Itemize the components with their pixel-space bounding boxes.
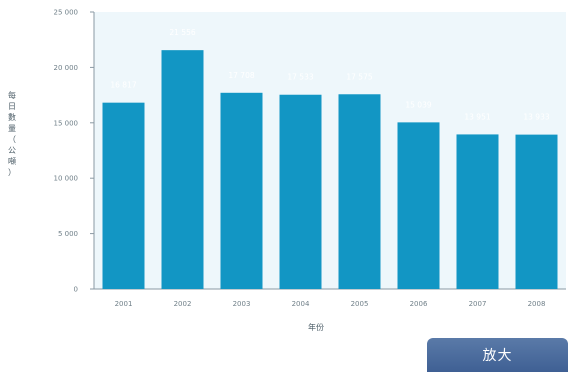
y-axis-title-char: （ [8,135,16,144]
value-label-2004: 17 533 [287,73,313,82]
value-label-2003: 17 708 [228,71,254,80]
value-label-2005: 17 575 [346,72,372,81]
bars [102,50,558,290]
x-tick-label-2001: 2001 [115,300,133,308]
value-labels: 16 817 21 556 17 708 17 533 17 575 15 039 13 9… [110,28,549,121]
y-axis-title-char: 公 [8,146,16,155]
y-tick-label: 25 000 [54,9,79,17]
y-tick-label: 15 000 [54,119,79,127]
bar-2002 [161,50,204,290]
x-tick-label-2006: 2006 [410,300,428,308]
bar-2005 [338,94,381,289]
value-label-2001: 16 817 [110,81,136,90]
zoom-button[interactable]: 放大 [427,338,568,372]
x-tick-label-2004: 2004 [292,300,310,308]
y-axis-title-char: 數 [8,112,16,122]
y-axis-title-char: ） [8,168,16,177]
y-axis: 0 5 000 10 000 15 000 20 000 25 000 [54,9,95,294]
x-axis: 2001 2002 2003 2004 2005 2006 2007 2008 [94,288,566,308]
bar-2001 [102,102,145,290]
x-tick-label-2005: 2005 [351,300,369,308]
y-tick-label: 10 000 [54,175,79,183]
y-tick-label: 5 000 [58,230,78,238]
y-axis-title-char: 量 [8,124,16,133]
y-axis-title-char: 每 [8,90,16,100]
bar-2007 [456,134,499,289]
bar-2003 [220,92,263,290]
x-tick-label-2002: 2002 [174,300,192,308]
y-tick-label: 0 [74,286,78,294]
x-tick-label-2008: 2008 [528,300,546,308]
value-label-2007: 13 951 [464,112,490,121]
x-tick-label-2003: 2003 [233,300,251,308]
x-axis-title: 年份 [308,322,324,332]
bar-2008 [515,134,558,289]
bar-2004 [279,94,322,289]
y-axis-title-char: 噸 [8,156,16,166]
x-tick-label-2007: 2007 [469,300,487,308]
value-label-2002: 21 556 [169,28,195,37]
y-tick-label: 20 000 [54,64,79,72]
y-axis-title-char: 日 [8,102,16,111]
value-label-2006: 15 039 [405,100,431,109]
value-label-2008: 13 933 [523,113,549,122]
bar-2006 [397,122,440,289]
